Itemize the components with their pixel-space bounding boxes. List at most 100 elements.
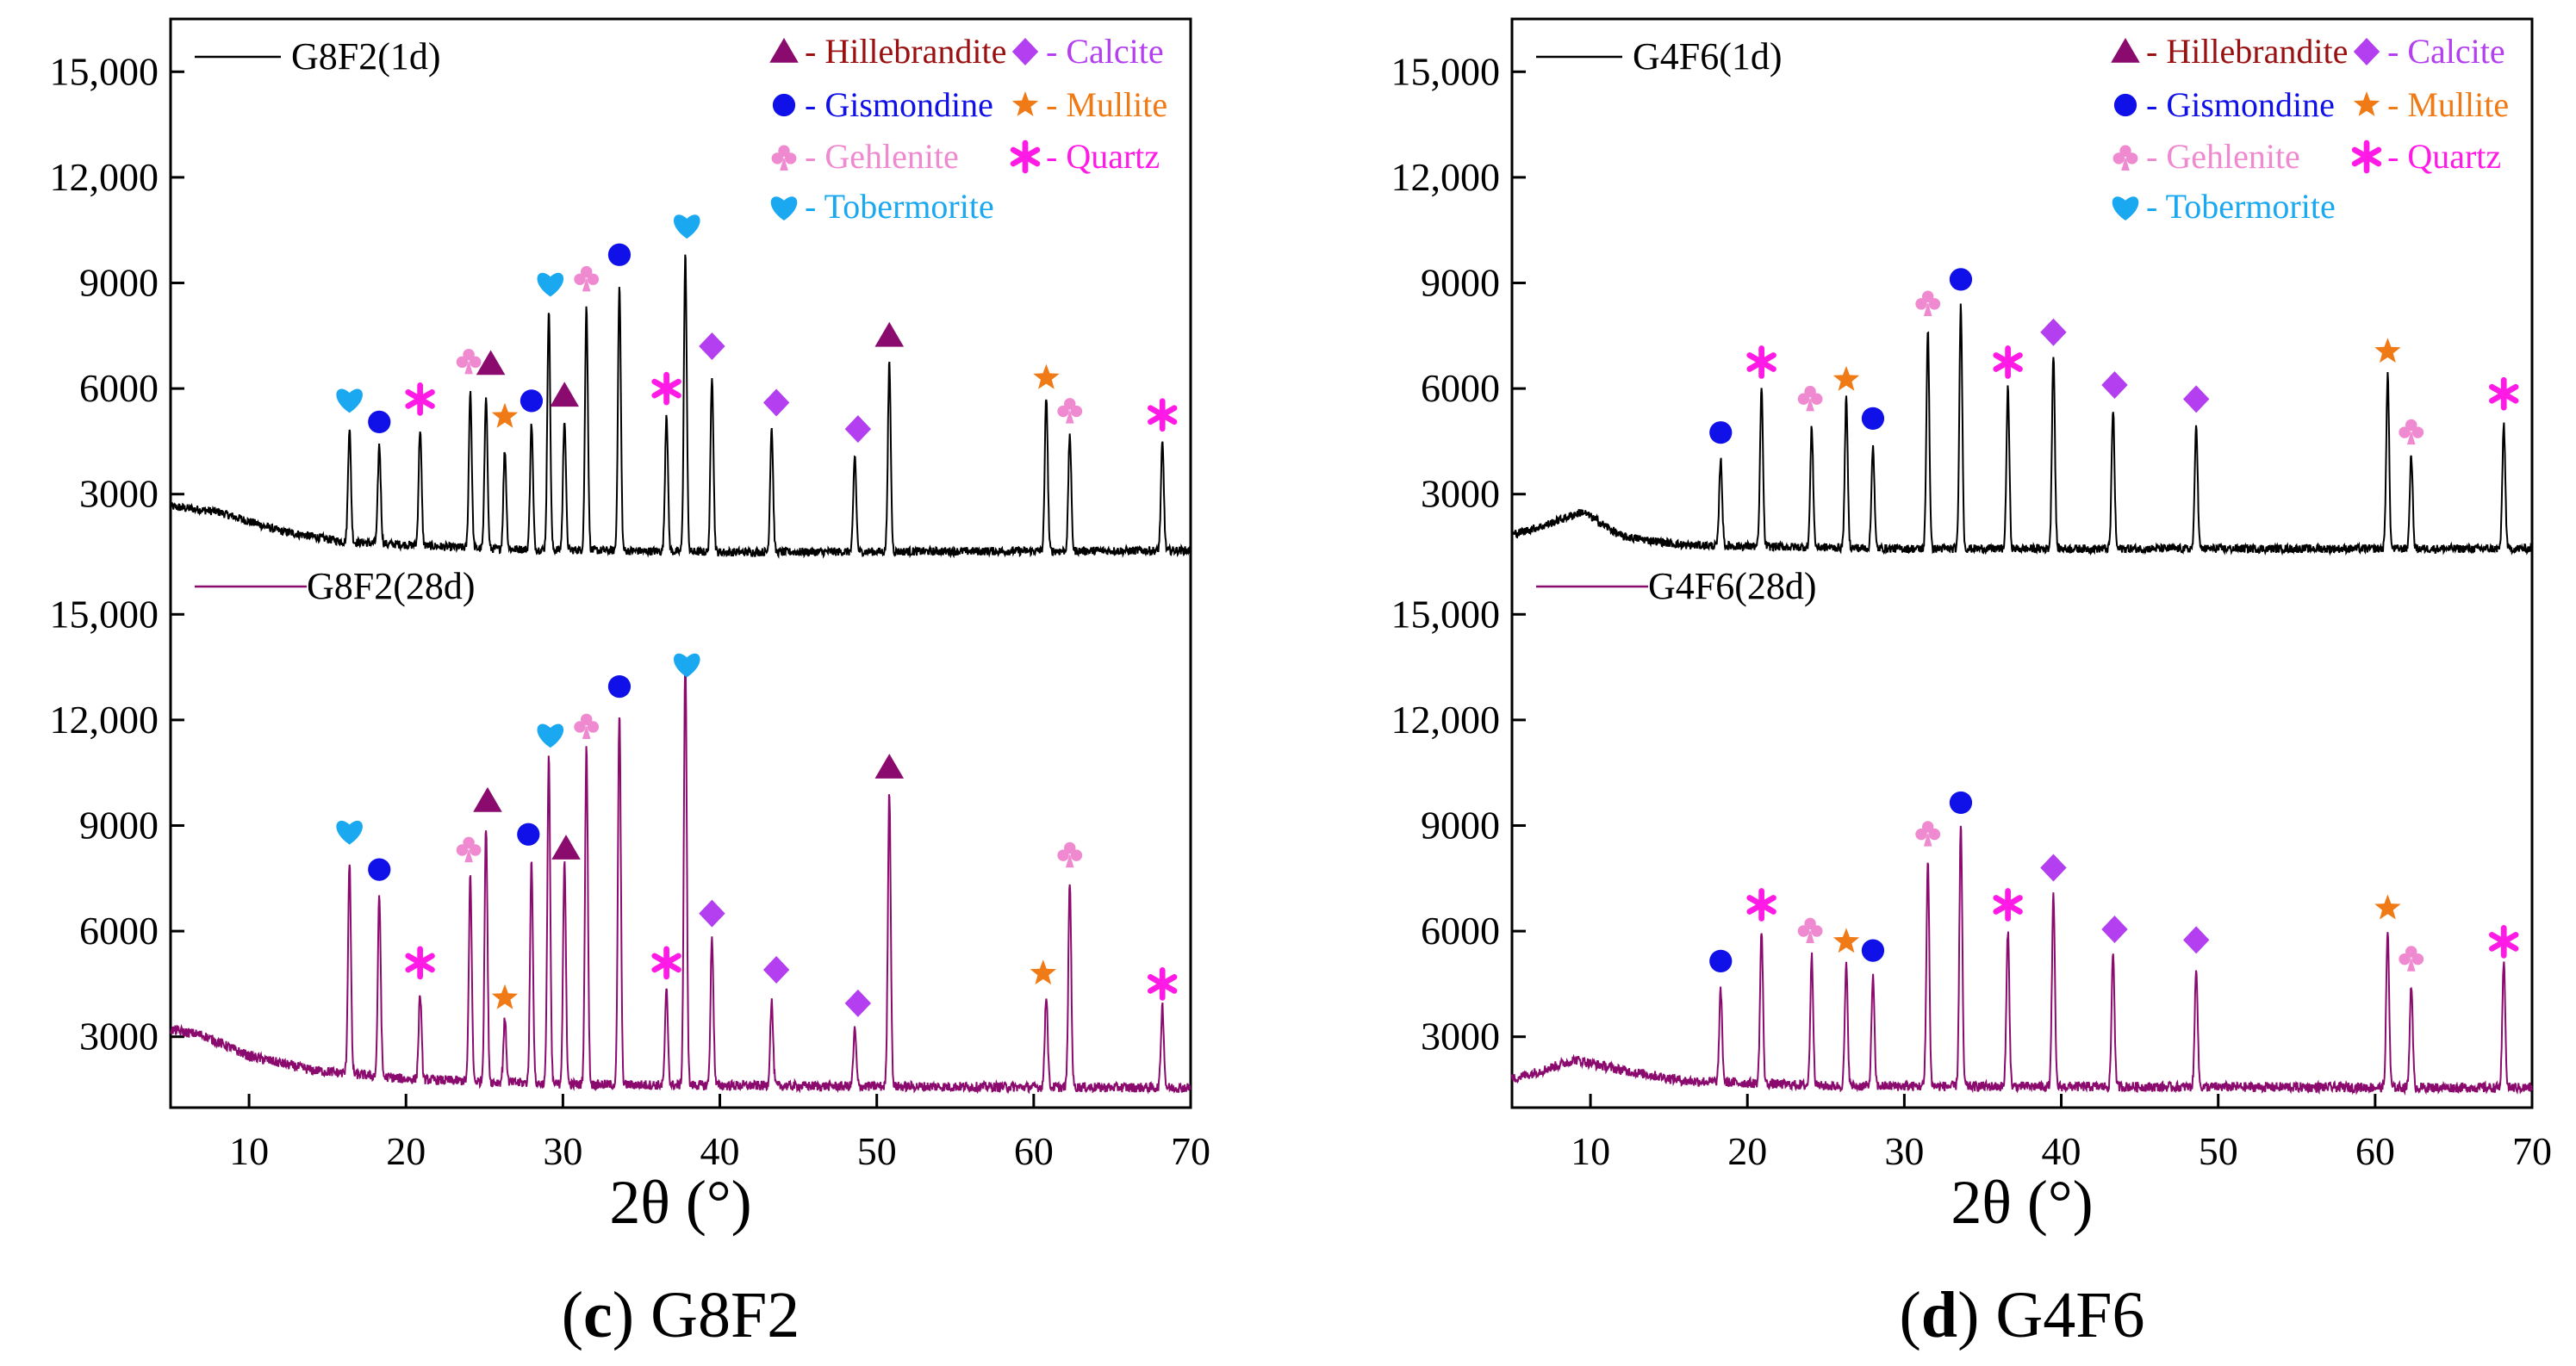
- peak-marker-calcite: [2101, 916, 2128, 944]
- legend-label-calcite: - Calcite: [2387, 32, 2505, 71]
- legend-entry-hillebrandite: - Hillebrandite: [769, 32, 1006, 71]
- panel-d-series-1d-name: G4F6(1d): [1633, 35, 1783, 78]
- peak-marker-tobermorite: [674, 214, 700, 239]
- legend-mullite-icon: [1011, 91, 1039, 116]
- x-tick-label: 50: [2199, 1129, 2238, 1173]
- legend-gismondine-icon: [772, 93, 796, 117]
- peak-marker-gismondine: [1949, 268, 1973, 291]
- peak-marker-calcite: [2182, 926, 2210, 954]
- x-tick-label: 40: [2042, 1129, 2081, 1173]
- panel-d-label: (d) G4F6: [1899, 1279, 2144, 1351]
- legend-calcite-icon: [2353, 38, 2380, 65]
- peak-marker-quartz: [405, 946, 435, 980]
- x-tick-label: 10: [229, 1129, 269, 1173]
- peak-marker-tobermorite: [674, 653, 700, 678]
- xrd-trace: [1511, 825, 2533, 1096]
- y-tick-label: 12,000: [50, 698, 159, 742]
- panel-c-series-28d: [170, 653, 1192, 1095]
- legend-label-gehlenite: - Gehlenite: [2146, 137, 2300, 176]
- peak-marker-gismondine-shape: [1709, 421, 1733, 444]
- legend-gehlenite-icon: [771, 145, 797, 171]
- legend-quartz-icon: [1010, 140, 1041, 174]
- peak-marker-hillebrandite: [874, 321, 905, 347]
- peak-marker-gismondine: [1709, 421, 1733, 444]
- legend-label-quartz: - Quartz: [1046, 137, 1160, 176]
- y-tick-label: 9000: [1421, 261, 1500, 305]
- peak-marker-gehlenite: [456, 836, 482, 863]
- peak-marker-gehlenite: [574, 265, 600, 292]
- legend-calcite-icon: [1011, 38, 1039, 65]
- peak-marker-gismondine: [1861, 407, 1885, 430]
- peak-marker-gehlenite: [456, 348, 482, 375]
- peak-marker-gismondine-shape: [1861, 939, 1885, 962]
- panel-d-legend: - Hillebrandite - Calcite - Gismondine - Mu…: [2111, 32, 2509, 226]
- panel-c-axes: 10 20 30 40 50 60 70 15,000 12,000 9000 6000 3000 15…: [50, 49, 1211, 1173]
- legend-entry-gismondine: - Gismondine: [772, 85, 993, 124]
- legend-entry-gehlenite: - Gehlenite: [2112, 137, 2300, 176]
- panel-d-xlabel: 2θ (°): [1951, 1168, 2093, 1237]
- legend-label-tobermorite: - Tobermorite: [805, 187, 994, 226]
- peak-marker-quartz: [1147, 398, 1178, 432]
- peak-marker-gismondine: [517, 823, 540, 846]
- peak-marker-quartz: [651, 946, 681, 980]
- panel-c-frame: [169, 17, 1192, 1109]
- xrd-trace: [170, 661, 1192, 1095]
- y-tick-label: 9000: [79, 261, 159, 305]
- peak-marker-calcite: [762, 956, 790, 984]
- peak-marker-gismondine: [520, 389, 544, 413]
- legend-label-hillebrandite: - Hillebrandite: [805, 32, 1006, 71]
- x-tick-label: 10: [1571, 1129, 1610, 1173]
- xrd-trace: [170, 254, 1192, 559]
- y-tick-label: 3000: [79, 472, 159, 516]
- peak-marker-gismondine-shape: [607, 674, 632, 699]
- peak-marker-quartz: [1746, 888, 1776, 922]
- x-tick-label: 20: [386, 1129, 426, 1173]
- peak-marker-quartz: [2488, 376, 2519, 411]
- peak-marker-gismondine-shape: [1861, 407, 1885, 430]
- peak-marker-hillebrandite: [476, 350, 506, 376]
- panel-d-label-name: G4F6: [1995, 1279, 2144, 1351]
- x-tick-label: 30: [1884, 1129, 1924, 1173]
- panel-c-xlabel: 2θ (°): [609, 1168, 751, 1237]
- legend-label-gismondine: - Gismondine: [805, 85, 993, 124]
- peak-marker-gismondine: [1861, 939, 1885, 962]
- y-tick-label: 3000: [79, 1015, 159, 1059]
- panel-d: 10 20 30 40 50 60 70 15,000 12,000 9000 6000 3000 15…: [1391, 17, 2553, 1351]
- xrd-trace: [1511, 303, 2533, 556]
- legend-gismondine-icon-shape: [772, 93, 796, 117]
- peak-marker-calcite: [699, 899, 725, 928]
- peak-marker-gismondine: [1709, 949, 1733, 972]
- legend-label-calcite: - Calcite: [1046, 32, 1164, 71]
- panel-c-label-name: G8F2: [650, 1279, 800, 1351]
- peak-marker-mullite: [1030, 959, 1056, 985]
- peak-marker-gismondine-shape: [1949, 268, 1973, 291]
- peak-marker-mullite: [1832, 365, 1860, 391]
- peak-marker-hillebrandite: [473, 786, 502, 812]
- peak-marker-gismondine: [607, 674, 632, 699]
- legend-gehlenite-icon: [2112, 145, 2138, 171]
- panel-c: 10 20 30 40 50 60 70 15,000 12,000 9000 6000 3000 15…: [50, 17, 1211, 1351]
- legend-entry-mullite: - Mullite: [1011, 85, 1167, 124]
- peak-marker-calcite: [844, 989, 872, 1017]
- peak-marker-calcite: [699, 332, 725, 361]
- peak-marker-gismondine-shape: [368, 410, 391, 434]
- y-tick-label: 15,000: [1391, 49, 1501, 93]
- peak-marker-quartz: [1147, 967, 1178, 1001]
- x-tick-label: 60: [2355, 1129, 2395, 1173]
- panel-d-series-28d: [1511, 791, 2533, 1096]
- y-tick-label: 15,000: [50, 49, 159, 93]
- legend-tobermorite-icon: [770, 196, 798, 220]
- y-tick-label: 3000: [1421, 472, 1500, 516]
- peak-marker-tobermorite: [336, 820, 363, 845]
- panel-c-label: (c) G8F2: [562, 1279, 800, 1351]
- legend-entry-tobermorite: - Tobermorite: [2112, 187, 2336, 226]
- x-tick-label: 70: [2512, 1129, 2552, 1173]
- y-tick-label: 6000: [79, 909, 159, 953]
- legend-entry-quartz: - Quartz: [1010, 137, 1160, 176]
- panel-d-axes: 10 20 30 40 50 60 70 15,000 12,000 9000 6000 3000 15…: [1391, 49, 2553, 1173]
- y-tick-label: 6000: [1421, 366, 1500, 410]
- peak-marker-gismondine-shape: [607, 243, 632, 266]
- legend-entry-gismondine: - Gismondine: [2113, 85, 2335, 124]
- x-tick-label: 60: [1014, 1129, 1054, 1173]
- peak-marker-gismondine: [368, 410, 391, 434]
